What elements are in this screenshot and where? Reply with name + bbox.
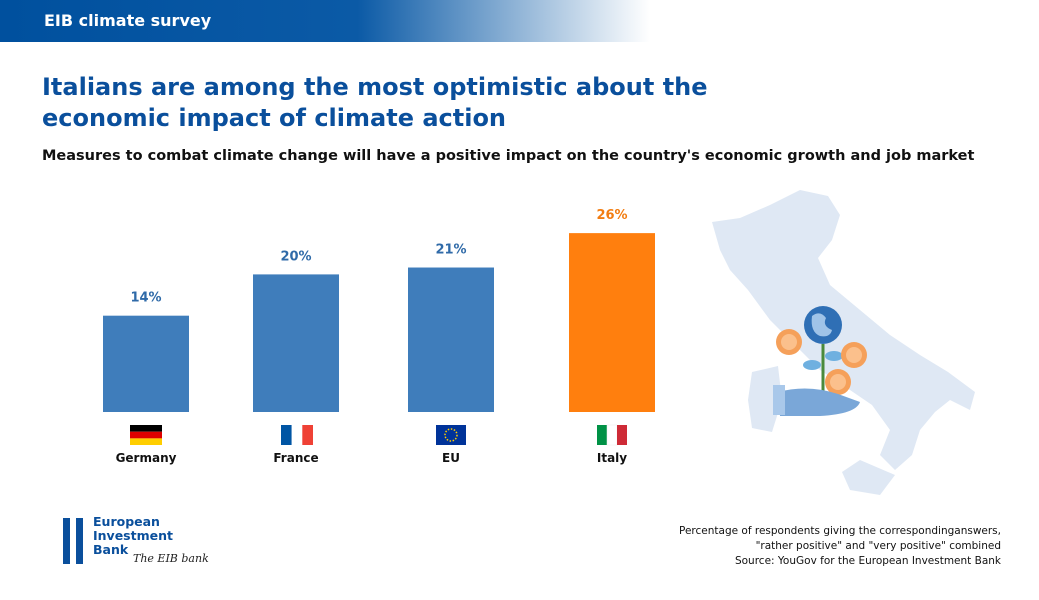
value-label: 21% [435,243,466,258]
logo-line: Investment [93,528,173,543]
bar [569,233,655,412]
bar [408,267,494,412]
illustration [773,306,867,416]
category-label: France [273,451,318,465]
header-bar: EIB climate survey [0,0,650,42]
logo-text: European Investment Bank [93,515,173,557]
value-label: 26% [596,208,627,223]
chart-title: Italians are among the most optimistic a… [42,73,708,132]
logo-mark [63,518,83,564]
value-label: 14% [130,291,161,306]
category-label: EU [442,451,460,465]
category-label: Germany [116,451,177,465]
bar [253,274,339,412]
logo-tagline: The EIB bank [133,552,209,565]
bar [103,315,189,412]
italy-map [712,190,975,495]
flags [130,424,627,446]
value-label: 20% [280,249,311,264]
logo-line: Bank [93,542,129,557]
logo-line: European [93,514,160,529]
footnote-line: "rather positive" and "very positive" co… [755,540,1001,552]
footnote-line: Source: YouGov for the European Investme… [734,555,1001,567]
chart-subtitle: Measures to combat climate change will h… [42,148,975,164]
footnote-line: Percentage of respondents giving the cor… [679,525,1001,537]
header-title: EIB climate survey [44,11,212,30]
footnote: Percentage of respondents giving the cor… [679,524,1001,569]
category-label: Italy [597,451,627,465]
